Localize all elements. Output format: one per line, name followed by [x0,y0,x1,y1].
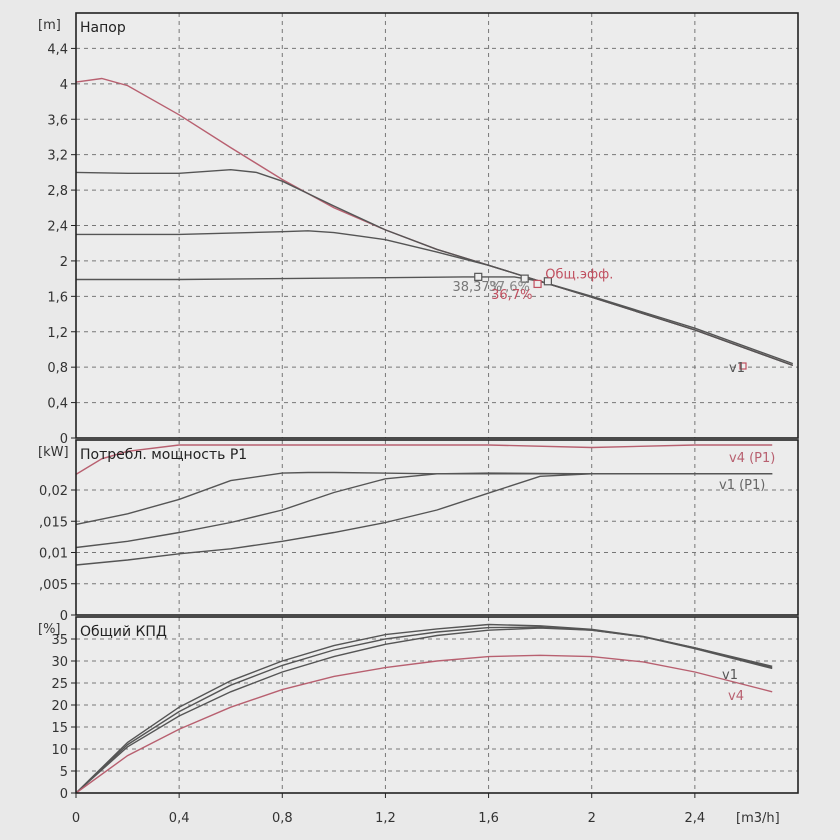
y-tick-label: 10 [51,743,68,758]
x-tick-label: 2,4 [685,811,706,826]
y-tick-label: 35 [51,633,68,648]
series-label-v4: v4 (P1) [729,451,775,466]
y-tick-label: ,015 [39,515,68,530]
panel-frame-3 [75,616,799,794]
series-end-label: v1 [729,361,745,376]
y-unit-label: [%] [38,622,61,637]
series-label-v1: v1 (P1) [719,478,765,493]
x-axis-unit-label: [m3/h] [736,811,780,826]
efficiency-annotation: 38,37% [452,280,502,295]
y-tick-label: 4,4 [47,42,68,57]
series-label-v4: v4 [728,689,744,704]
y-tick-label: 15 [51,721,68,736]
efficiency-annotation: Общ.эфф. [545,268,613,283]
series-label-v1: v1 [722,668,738,683]
panel-title: Напор [80,20,126,36]
panel-title: Общий КПД [80,624,167,640]
y-tick-label: 4 [60,78,68,93]
y-tick-label: 25 [51,677,68,692]
y-tick-label: 20 [51,699,68,714]
y-tick-label: 0 [60,432,68,447]
x-tick-label: 0 [72,811,80,826]
series-line [75,473,773,566]
y-tick-label: 30 [51,655,68,670]
y-tick-label: 3,6 [47,113,68,128]
x-tick-label: 0,8 [272,811,293,826]
end-point-marker [739,362,747,370]
y-tick-label: 0,8 [47,361,68,376]
y-tick-label: 3,2 [47,149,68,164]
y-tick-label: 1,2 [47,326,68,341]
series-line [75,444,773,475]
x-tick-label: 1,6 [478,811,499,826]
y-tick-label: 0 [60,787,68,802]
series-line [76,230,794,367]
y-unit-label: [kW] [38,445,69,460]
series-line [75,627,773,794]
operating-point-marker [543,277,552,286]
operating-point-marker [520,274,529,283]
y-tick-label: 0,4 [47,397,68,412]
y-tick-label: 2 [60,255,68,270]
x-tick-label: 0,4 [169,811,190,826]
operating-point-marker [533,279,542,289]
y-tick-label: 0 [60,609,68,624]
panel-frame-2 [75,439,799,616]
x-tick-label: 2 [588,811,596,826]
y-tick-label: 0,01 [39,547,68,562]
y-tick-label: 2,4 [47,220,68,235]
series-line [76,276,794,365]
series-line [75,654,773,794]
efficiency-annotation: 36,7% [491,288,532,303]
y-tick-label: ,005 [39,578,68,593]
panel-title: Потребл. мощность P1 [80,447,247,463]
plot-area-2 [76,440,798,615]
y-tick-label: 2,8 [47,184,68,199]
y-tick-label: 5 [60,765,68,780]
efficiency-annotation: 37,6% [489,280,530,295]
x-tick-label: 1,2 [375,811,396,826]
operating-point-marker [474,272,483,281]
y-unit-label: [m] [38,18,61,33]
y-tick-label: 0,02 [39,484,68,499]
panel-frame-1 [75,12,799,439]
y-tick-label: 1,6 [47,290,68,305]
